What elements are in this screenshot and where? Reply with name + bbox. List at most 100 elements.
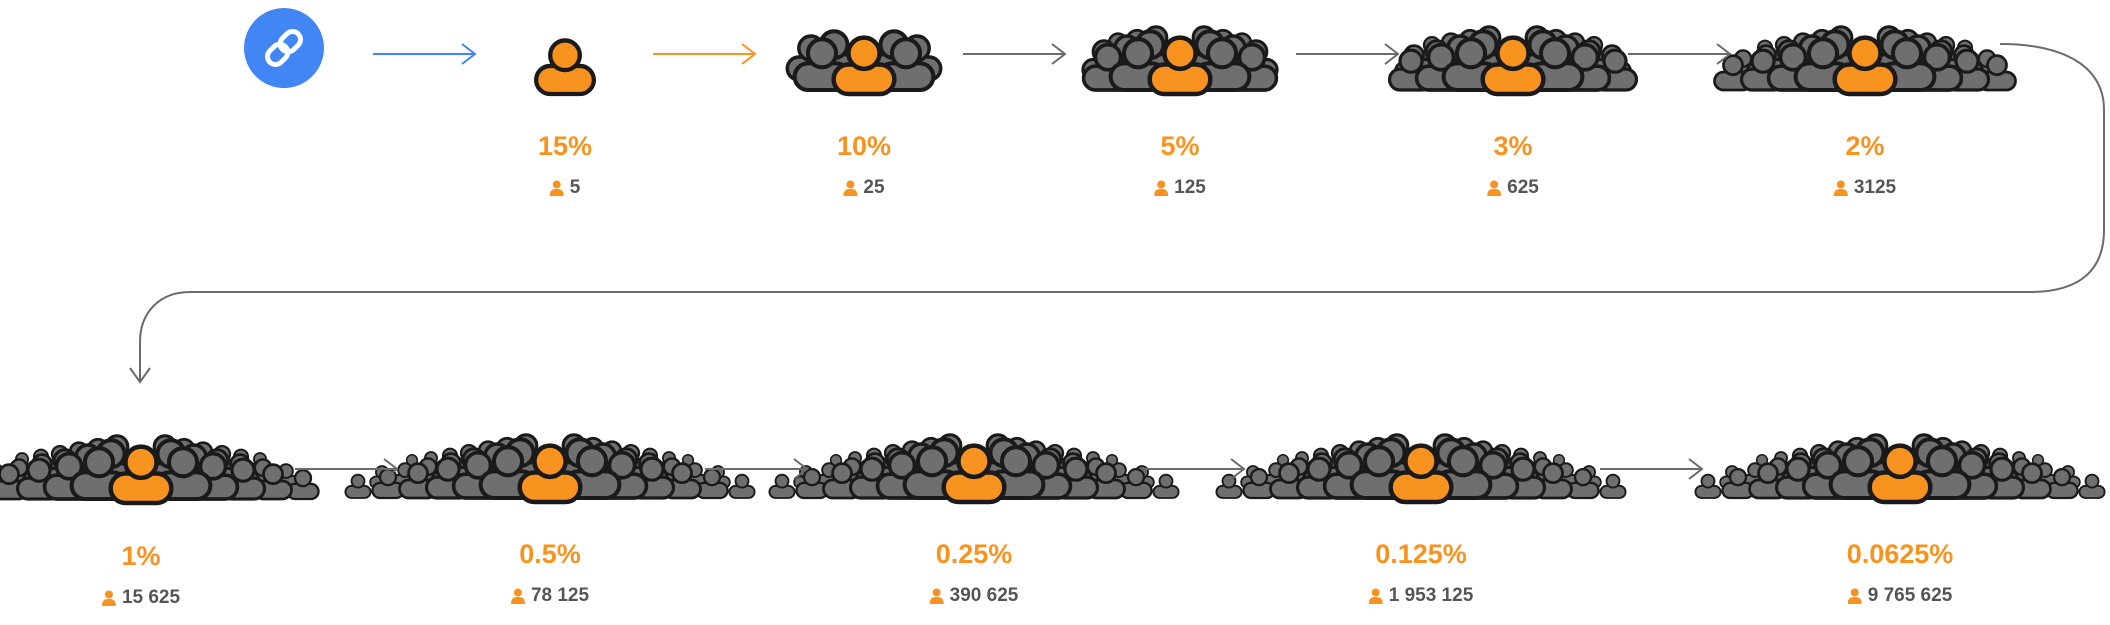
- person-head: [1063, 456, 1089, 482]
- arrow-step3-to-step4: [1296, 43, 1400, 65]
- person-head: [1925, 445, 1959, 478]
- step-8-count: 390 625: [929, 585, 1019, 607]
- person-head: [1605, 473, 1621, 489]
- step-8-count-value: 390 625: [949, 585, 1019, 606]
- person-head: [1237, 42, 1267, 72]
- person-head: [1278, 462, 1300, 485]
- step-3-count-value: 125: [1174, 177, 1206, 198]
- wrap-connector-line: [139, 43, 2105, 380]
- person-head: [1510, 456, 1536, 482]
- arrow-head: [1051, 43, 1067, 65]
- user-icon: [1154, 180, 1169, 196]
- arrow-head: [383, 458, 399, 480]
- person-head: [1806, 37, 1840, 70]
- step-10-crowd: [1694, 433, 2106, 505]
- person-head: [1882, 443, 1918, 480]
- person-head: [1478, 450, 1508, 480]
- user-icon: [1847, 588, 1862, 604]
- user-icon: [1833, 180, 1848, 196]
- step-7-crowd: [344, 433, 756, 505]
- step-1-person: [533, 38, 597, 97]
- person-head: [1700, 473, 1716, 489]
- step-6-count-value: 15 625: [121, 587, 181, 608]
- person-head: [1205, 37, 1239, 70]
- step-6-crowd: [0, 434, 320, 506]
- person-head: [407, 462, 429, 485]
- arrow-head: [1384, 43, 1400, 65]
- link-icon-ring-left: [265, 41, 291, 67]
- step-5-percent: 2%: [1845, 131, 1885, 161]
- step-6-percent: 1%: [121, 541, 161, 571]
- arrow-head: [1716, 43, 1732, 65]
- person-head: [123, 444, 159, 481]
- person-head: [166, 446, 200, 479]
- arrow-head: [1230, 458, 1246, 480]
- step-9-percent: 0.125%: [1375, 539, 1467, 569]
- person-head: [956, 443, 992, 480]
- person-head: [1249, 467, 1269, 487]
- step-5-count-value: 3125: [1853, 177, 1897, 198]
- step-7-percent: 0.5%: [519, 539, 581, 569]
- step-1-count: 5: [549, 177, 581, 199]
- person-head: [1989, 456, 2015, 482]
- arrow-step7-to-step8: [705, 458, 809, 480]
- person-head: [1570, 42, 1600, 72]
- person-head: [1890, 37, 1924, 70]
- person-head: [1398, 48, 1424, 74]
- arrow-step8-to-step9: [1142, 458, 1246, 480]
- arrow-link-to-step1: [373, 43, 477, 65]
- person-head: [435, 456, 461, 482]
- person-head: [1573, 467, 1593, 487]
- arrow-step2-to-step3: [963, 43, 1067, 65]
- person-head: [1847, 35, 1883, 72]
- step-10-percent: 0.0625%: [1846, 539, 1954, 569]
- step-9-count-value: 1 953 125: [1388, 585, 1474, 606]
- step-5-count: 3125: [1833, 177, 1897, 199]
- arrow-head: [1688, 458, 1704, 480]
- person-head: [1922, 42, 1952, 72]
- arrow-head: [793, 458, 809, 480]
- person-head: [1158, 473, 1174, 489]
- step-8-crowd: [768, 433, 1180, 505]
- person-head: [1757, 462, 1779, 485]
- person-head: [82, 446, 116, 479]
- user-icon: [929, 588, 944, 604]
- person-head: [774, 473, 790, 489]
- person-head: [1093, 42, 1123, 72]
- person-head: [802, 467, 822, 487]
- person-head: [1841, 445, 1875, 478]
- step-10-count: 9 765 625: [1847, 585, 1953, 607]
- person-head: [532, 443, 568, 480]
- step-1-percent: 15%: [537, 131, 593, 161]
- person-head: [491, 445, 525, 478]
- person-head: [1454, 37, 1488, 70]
- arrow-head: [741, 43, 757, 65]
- person-head: [2084, 473, 2100, 489]
- person-head: [915, 445, 949, 478]
- person-head: [293, 468, 313, 488]
- step-3-count: 125: [1154, 177, 1206, 199]
- person-head: [1362, 445, 1396, 478]
- step-9-crowd: [1215, 433, 1627, 505]
- user-icon: [1487, 180, 1502, 196]
- step-4-percent: 3%: [1493, 131, 1533, 161]
- person-head: [1446, 445, 1480, 478]
- person-head: [54, 451, 84, 481]
- person-head: [230, 457, 256, 483]
- step-1-count-value: 5: [569, 177, 581, 198]
- person-head: [671, 462, 693, 485]
- person-head: [1778, 42, 1808, 72]
- person-head: [1728, 467, 1748, 487]
- person-head: [805, 37, 839, 70]
- user-icon: [843, 180, 858, 196]
- arrow-step4-to-step5: [1628, 43, 1732, 65]
- step-3-percent: 5%: [1160, 131, 1200, 161]
- step-2-percent: 10%: [836, 131, 892, 161]
- step-10-count-value: 9 765 625: [1867, 585, 1953, 606]
- person-head: [1986, 54, 2008, 77]
- person-head: [831, 462, 853, 485]
- step-2-crowd: [785, 29, 943, 97]
- user-icon: [510, 588, 525, 604]
